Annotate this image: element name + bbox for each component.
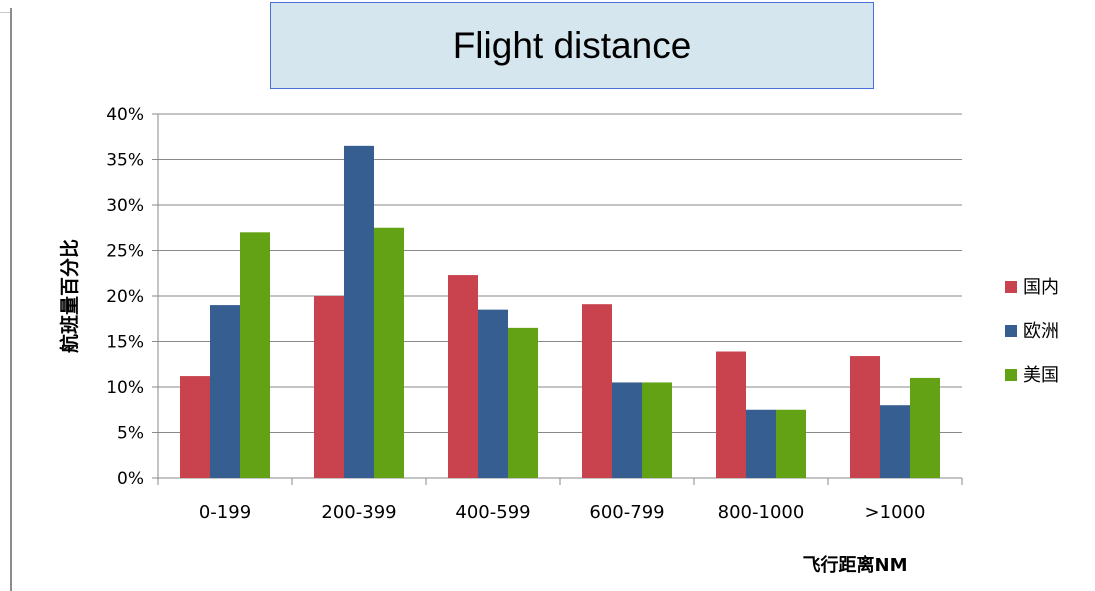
y-tick-label: 5% (117, 424, 144, 444)
x-tick-label: 600-799 (589, 502, 664, 523)
legend-swatch (1005, 325, 1017, 337)
bar (508, 327, 538, 478)
legend-swatch (1005, 281, 1017, 293)
bar (612, 382, 642, 478)
bar (776, 409, 806, 478)
legend-label: 美国 (1023, 365, 1059, 386)
y-tick-label: 15% (106, 333, 144, 353)
bar (448, 275, 478, 478)
legend-label: 欧洲 (1023, 321, 1059, 342)
bar (642, 382, 672, 478)
x-tick-label: 200-399 (321, 502, 396, 523)
y-tick-label: 25% (106, 242, 144, 262)
x-tick-label: 0-199 (199, 502, 251, 523)
bar (314, 296, 344, 478)
bar (746, 409, 776, 478)
bar (180, 376, 210, 478)
y-tick-label: 30% (106, 196, 144, 216)
bar (344, 145, 374, 478)
x-tick-label: 800-1000 (718, 502, 805, 523)
bar (478, 309, 508, 478)
y-tick-label: 0% (117, 469, 144, 489)
y-axis-label: 航班量百分比 (58, 239, 81, 353)
bar (210, 305, 240, 478)
bar (240, 232, 270, 478)
chart-title: Flight distance (270, 2, 874, 89)
bar (374, 227, 404, 478)
x-tick-label: >1000 (865, 502, 926, 523)
bar (910, 377, 940, 478)
chart-panel (10, 8, 1095, 591)
legend-label: 国内 (1023, 277, 1059, 298)
bar (716, 351, 746, 478)
y-tick-label: 10% (106, 378, 144, 398)
bar (582, 304, 612, 478)
y-tick-label: 35% (106, 151, 144, 171)
bar (850, 356, 880, 478)
legend-swatch (1005, 369, 1017, 381)
x-axis-label: 飞行距离NM (803, 554, 908, 576)
x-tick-label: 400-599 (455, 502, 530, 523)
y-tick-label: 40% (106, 105, 144, 125)
bar (880, 405, 910, 478)
y-tick-label: 20% (106, 287, 144, 307)
